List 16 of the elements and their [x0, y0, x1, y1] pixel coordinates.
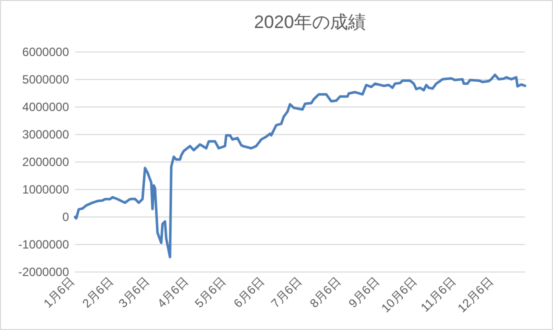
- x-tick-label: 7月6日: [268, 274, 305, 311]
- y-tick-label: 2000000: [22, 155, 70, 169]
- x-tick-label: 2月6日: [80, 274, 116, 311]
- y-tick-label: 1000000: [22, 182, 70, 196]
- x-tick-label: 8月6日: [307, 274, 344, 311]
- y-tick-label: 6000000: [22, 45, 70, 59]
- y-tick-label: -1000000: [18, 238, 70, 252]
- x-tick-label: 6月6日: [230, 274, 268, 311]
- x-tick-label: 4月6日: [154, 274, 191, 311]
- x-tick-label: 3月6日: [116, 274, 152, 311]
- chart-title: 2020年の成績: [254, 12, 366, 32]
- y-tick-label: 0: [62, 210, 70, 224]
- x-tick-label: 5月6日: [192, 274, 228, 311]
- y-tick-label: 4000000: [22, 100, 70, 114]
- y-tick-label: 5000000: [22, 72, 70, 86]
- y-tick-label: 3000000: [22, 128, 70, 142]
